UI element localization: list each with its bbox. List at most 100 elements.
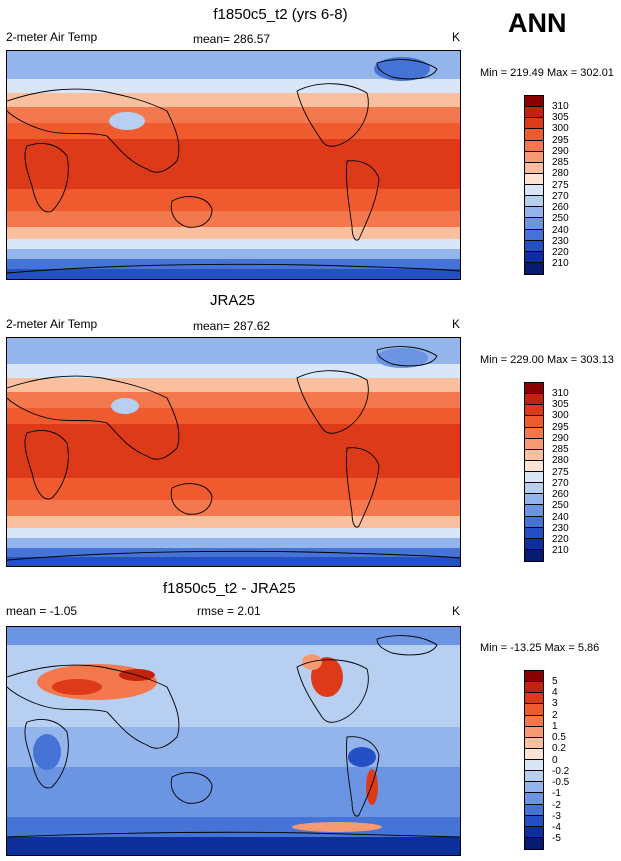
panel3-tick: -0.5 bbox=[552, 777, 570, 788]
panel3-tick: 0.2 bbox=[552, 743, 566, 754]
panel2-colorbar-swatch bbox=[525, 505, 543, 517]
panel2-colorbar-swatch bbox=[525, 405, 543, 417]
panel2-colorbar-swatch bbox=[525, 427, 543, 439]
panel2-tick: 300 bbox=[552, 410, 569, 421]
panel3-colorbar-swatch bbox=[525, 804, 543, 816]
panel2-left-label: 2-meter Air Temp bbox=[6, 317, 98, 331]
panel2-tick: 305 bbox=[552, 399, 569, 410]
panel2-minmax: Min = 229.00 Max = 303.13 bbox=[480, 354, 614, 366]
panel3-tick: -0.2 bbox=[552, 766, 570, 777]
panel3-colorbar-swatch bbox=[525, 737, 543, 749]
panel2-colorbar-swatch bbox=[525, 472, 543, 484]
panel2-tick: 230 bbox=[552, 523, 569, 534]
season-label: ANN bbox=[508, 8, 567, 38]
panel1-minmax: Min = 219.49 Max = 302.01 bbox=[480, 67, 614, 79]
panel2-center-label: mean= 287.62 bbox=[193, 319, 271, 333]
panel1-tick: 310 bbox=[552, 101, 569, 112]
panel1-colorbar-swatch bbox=[525, 251, 543, 263]
panel3-colorbar-swatch bbox=[525, 771, 543, 783]
panel1-title: f1850c5_t2 (yrs 6-8) bbox=[213, 6, 348, 23]
panel2-tick: 275 bbox=[552, 467, 569, 478]
panel1-tick: 275 bbox=[552, 180, 569, 191]
panel3-tick: -3 bbox=[552, 811, 561, 822]
panel1-colorbar-swatch bbox=[525, 129, 543, 141]
panel2-colorbar-swatch bbox=[525, 494, 543, 506]
panel3-colorbar-swatch bbox=[525, 748, 543, 760]
panel1-tick: 220 bbox=[552, 247, 569, 258]
panel2-tick: 260 bbox=[552, 489, 569, 500]
panel2-colorbar-swatch bbox=[525, 394, 543, 406]
panel2-colorbar-swatch bbox=[525, 483, 543, 495]
panel3-title: f1850c5_t2 - JRA25 bbox=[163, 580, 296, 597]
panel3-tick: -1 bbox=[552, 788, 561, 799]
panel2-tick: 280 bbox=[552, 455, 569, 466]
panel2-colorbar-swatch bbox=[525, 538, 543, 550]
panel3-colorbar-swatch bbox=[525, 826, 543, 838]
panel2-colorbar-swatch bbox=[525, 516, 543, 528]
panel3-tick: -5 bbox=[552, 833, 561, 844]
panel1-units: K bbox=[452, 30, 461, 44]
panel1-tick: 305 bbox=[552, 112, 569, 123]
panel3-colorbar-swatch bbox=[525, 782, 543, 794]
panel3-colorbar bbox=[524, 670, 544, 850]
panel1-tick: 240 bbox=[552, 225, 569, 236]
panel2-colorbar-swatch bbox=[525, 527, 543, 539]
panel2-colorbar-swatch bbox=[525, 449, 543, 461]
panel3-map bbox=[6, 626, 461, 856]
panel1-colorbar-swatch bbox=[525, 96, 543, 108]
panel2-colorbar-swatch bbox=[525, 383, 543, 395]
panel1-map bbox=[6, 50, 461, 280]
panel3-tick: 4 bbox=[552, 687, 558, 698]
panel1-tick: 270 bbox=[552, 191, 569, 202]
panel1-tick: 230 bbox=[552, 236, 569, 247]
panel2-tick: 210 bbox=[552, 545, 569, 556]
panel3-tick: 3 bbox=[552, 698, 558, 709]
panel3-colorbar-swatch bbox=[525, 815, 543, 827]
panel1-colorbar-swatch bbox=[525, 207, 543, 219]
panel2-colorbar-swatch bbox=[525, 460, 543, 472]
panel3-left-label: mean = -1.05 bbox=[6, 604, 78, 618]
panel1-colorbar-swatch bbox=[525, 162, 543, 174]
panel1-colorbar-swatch bbox=[525, 218, 543, 230]
panel1-colorbar-swatch bbox=[525, 262, 543, 274]
panel1-colorbar-swatch bbox=[525, 107, 543, 119]
panel3-colorbar-swatch bbox=[525, 671, 543, 683]
panel2-colorbar-swatch bbox=[525, 549, 543, 561]
panel2-tick: 250 bbox=[552, 500, 569, 511]
panel1-tick: 285 bbox=[552, 157, 569, 168]
panel2-tick: 290 bbox=[552, 433, 569, 444]
panel3-tick: 5 bbox=[552, 676, 558, 687]
panel1-tick: 290 bbox=[552, 146, 569, 157]
panel2-tick: 310 bbox=[552, 388, 569, 399]
panel2-colorbar-swatch bbox=[525, 416, 543, 428]
panel1-colorbar-swatch bbox=[525, 185, 543, 197]
panel2-tick: 240 bbox=[552, 512, 569, 523]
panel1-tick: 250 bbox=[552, 213, 569, 224]
panel1-colorbar bbox=[524, 95, 544, 275]
panel2-colorbar-swatch bbox=[525, 438, 543, 450]
panel2-units: K bbox=[452, 317, 461, 331]
panel1-tick: 280 bbox=[552, 168, 569, 179]
panel2-tick: 295 bbox=[552, 422, 569, 433]
panel3-tick: 0 bbox=[552, 755, 558, 766]
panel3-colorbar-swatch bbox=[525, 793, 543, 805]
panel1-colorbar-swatch bbox=[525, 229, 543, 241]
panel3-tick: 1 bbox=[552, 721, 558, 732]
panel3-tick: -4 bbox=[552, 822, 561, 833]
panel3-colorbar-swatch bbox=[525, 704, 543, 716]
panel3-tick: -2 bbox=[552, 800, 561, 811]
panel2-tick: 285 bbox=[552, 444, 569, 455]
panel1-colorbar-swatch bbox=[525, 140, 543, 152]
panel1-tick: 210 bbox=[552, 258, 569, 269]
panel1-colorbar-swatch bbox=[525, 173, 543, 185]
panel1-colorbar-swatch bbox=[525, 151, 543, 163]
panel3-colorbar-swatch bbox=[525, 693, 543, 705]
panel3-colorbar-swatch bbox=[525, 715, 543, 727]
panel1-tick: 260 bbox=[552, 202, 569, 213]
panel2-tick: 220 bbox=[552, 534, 569, 545]
panel1-left-label: 2-meter Air Temp bbox=[6, 30, 98, 44]
panel2-map bbox=[6, 337, 461, 567]
panel1-tick: 295 bbox=[552, 135, 569, 146]
panel1-tick: 300 bbox=[552, 123, 569, 134]
panel3-colorbar-swatch bbox=[525, 837, 543, 849]
